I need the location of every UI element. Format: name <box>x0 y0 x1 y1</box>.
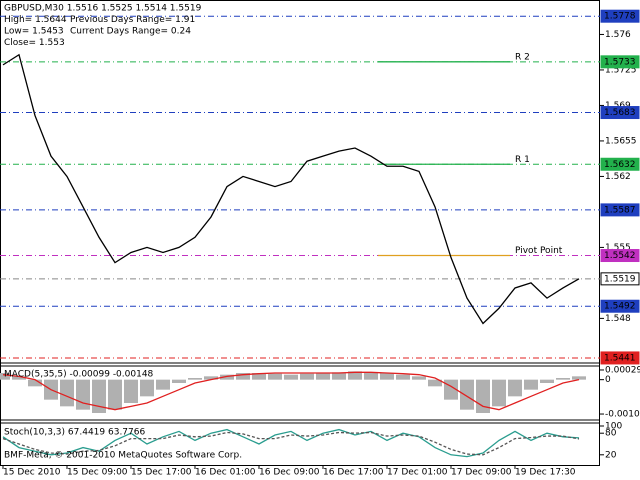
histogram-bar <box>108 379 122 410</box>
info-text: Close= 1.553 <box>4 38 65 48</box>
x-tick-label: 17 Dec 01:00 <box>387 468 448 478</box>
x-tick-label: 15 Dec 17:00 <box>131 468 192 478</box>
histogram-bar <box>252 373 266 380</box>
histogram-bar <box>460 379 474 410</box>
y-tick-label: 80 <box>605 429 617 439</box>
histogram-bar <box>300 373 314 380</box>
y-tick-label: 1.562 <box>605 172 631 182</box>
level-box <box>600 299 640 313</box>
histogram-bar <box>508 379 522 397</box>
histogram-bar <box>380 373 394 380</box>
panel-title: Stoch(10,3,3) 67.4419 63.7766 <box>4 428 145 438</box>
level-label: 1.5441 <box>604 353 636 363</box>
level-label: 1.5632 <box>604 160 636 170</box>
y-tick-label: -0.001031 <box>605 410 640 420</box>
histogram-bar <box>556 378 570 380</box>
panel-title: GBPUSD,M30 1.5516 1.5525 1.5514 1.5519 <box>4 4 202 14</box>
level-box <box>600 351 640 365</box>
level-box <box>600 272 640 286</box>
histogram-bar <box>188 378 202 380</box>
y-tick-label: 100 <box>605 422 622 432</box>
histogram-bar <box>0 373 10 380</box>
series-line <box>2 431 580 456</box>
histogram-bar <box>348 371 362 380</box>
info-text: Low= 1.5453 <box>4 27 64 37</box>
level-box <box>600 203 640 217</box>
level-box <box>600 249 640 263</box>
y-tick-label: 1.548 <box>605 314 631 324</box>
histogram-bar <box>428 379 442 387</box>
y-tick-label: 1.5655 <box>605 136 637 146</box>
histogram-bar <box>76 379 90 410</box>
x-tick-label: 16 Dec 01:00 <box>195 468 256 478</box>
level-box <box>600 157 640 171</box>
y-tick-label: 20 <box>605 450 617 460</box>
level-box <box>600 106 640 120</box>
histogram-bar <box>332 372 346 380</box>
y-tick-label: 0.000291 <box>605 365 640 375</box>
x-tick-label: 16 Dec 17:00 <box>323 468 384 478</box>
x-tick-label: 15 Dec 2010 <box>3 468 61 478</box>
level-label: 1.5519 <box>604 274 636 284</box>
series-line <box>2 428 580 458</box>
histogram-bar <box>12 376 26 380</box>
histogram-bar <box>316 373 330 380</box>
level-label: 1.5587 <box>604 205 636 215</box>
histogram-bar <box>156 379 170 390</box>
histogram-bar <box>540 379 554 383</box>
level-label: 1.5683 <box>604 108 636 118</box>
series-line <box>2 371 580 411</box>
y-tick-label: 1.569 <box>605 101 631 111</box>
pivot-label: R 1 <box>515 155 530 165</box>
y-tick-label: 1.5725 <box>605 65 637 75</box>
x-tick-label: 19 Dec 17:30 <box>515 468 576 478</box>
histogram-bar <box>236 373 250 380</box>
y-tick-label: 1.555 <box>605 243 631 253</box>
x-tick-label: 15 Dec 09:00 <box>67 468 128 478</box>
info-text: Current Days Range= 0.24 <box>70 27 191 37</box>
y-tick-label: 1.576 <box>605 30 631 40</box>
level-box <box>600 55 640 69</box>
histogram-bar <box>284 374 298 380</box>
level-label: 1.5733 <box>604 57 636 67</box>
series-line <box>2 53 580 325</box>
histogram-bar <box>492 379 506 407</box>
histogram-bar <box>28 379 42 387</box>
histogram-bar <box>412 376 426 380</box>
histogram-bar <box>124 379 138 403</box>
panel-title: MACD(5,35,5) -0.00099 -0.00148 <box>4 370 154 380</box>
histogram-bar <box>396 374 410 380</box>
level-box <box>600 9 640 23</box>
level-label: 1.5492 <box>604 302 636 312</box>
x-tick-label: 16 Dec 09:00 <box>259 468 320 478</box>
pivot-label: R 2 <box>515 52 530 62</box>
histogram-bar <box>204 376 218 380</box>
info-text: High= 1.5644 <box>4 15 67 25</box>
histogram-bar <box>172 379 186 383</box>
footer-text: BMF-Meta, © 2001-2010 MetaQuotes Softwar… <box>4 451 242 461</box>
level-label: 1.5542 <box>604 251 636 261</box>
pivot-label: Pivot Point <box>515 246 563 256</box>
histogram-bar <box>220 374 234 380</box>
histogram-bar <box>524 379 538 390</box>
histogram-bar <box>572 376 586 380</box>
y-tick-label: 0 <box>605 375 611 385</box>
histogram-bar <box>60 379 74 407</box>
histogram-bar <box>268 373 282 380</box>
histogram-bar <box>140 379 154 397</box>
histogram-bar <box>364 372 378 380</box>
level-label: 1.5778 <box>604 12 636 22</box>
histogram-bar <box>92 379 106 413</box>
info-text: Previous Days Range= 1.91 <box>70 15 195 25</box>
x-tick-label: 17 Dec 09:00 <box>451 468 512 478</box>
